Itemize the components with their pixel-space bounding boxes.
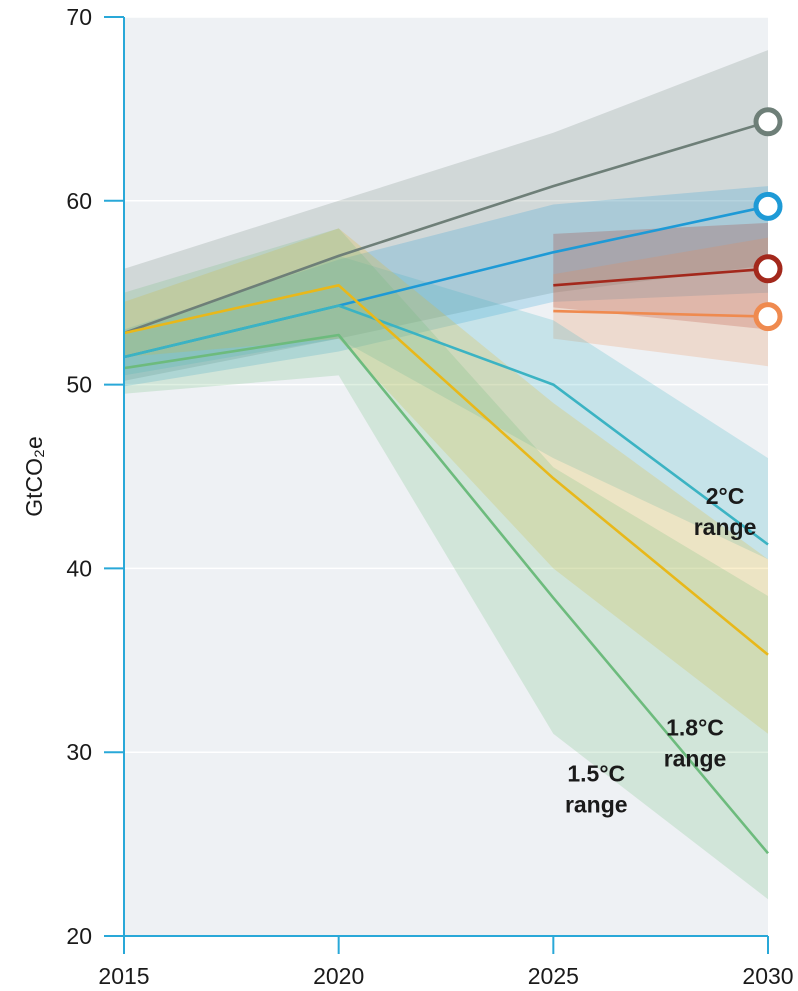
end-markers: [753, 107, 783, 332]
x-tick-label: 2020: [313, 963, 364, 989]
range-annotation-line: 1.8°C: [666, 715, 724, 741]
range-annotation-line: range: [694, 514, 757, 540]
range-annotation-line: 2°C: [706, 483, 745, 509]
range-annotation: 2°C range: [694, 483, 757, 540]
gridlines: [124, 16, 768, 753]
series-line-grey: [123, 120, 769, 335]
series-line-yellow: [123, 283, 769, 656]
end-marker-dark_red: [753, 254, 783, 284]
x-tick-label: 2030: [742, 963, 793, 989]
y-tick-label: 70: [66, 4, 92, 30]
series-line-green: [123, 333, 769, 855]
y-axis-title: GtCO₂e: [21, 436, 47, 517]
end-marker-grey: [753, 107, 783, 137]
range-annotation-line: range: [664, 746, 727, 772]
x-tick-label: 2015: [98, 963, 149, 989]
range-annotation: 1.8°C range: [664, 715, 727, 772]
series-lines: [123, 120, 769, 855]
range-annotation-line: 1.5°C: [567, 761, 625, 787]
plot-background: [124, 17, 768, 936]
x-tick-label: 2025: [528, 963, 579, 989]
range-band-blue: [124, 186, 768, 387]
range-band-teal: [124, 255, 768, 560]
axes: [104, 16, 769, 954]
range-band-yellow: [124, 228, 768, 734]
range-annotation: 1.5°C range: [565, 761, 628, 818]
end-marker-orange: [753, 302, 783, 332]
range-band-green: [124, 228, 768, 900]
end-marker-blue: [753, 191, 783, 221]
y-tick-label: 40: [66, 555, 92, 581]
series-line-orange: [553, 309, 769, 318]
series-line-teal: [123, 304, 769, 546]
y-tick-label: 20: [66, 923, 92, 949]
series-line-dark_red: [553, 267, 769, 287]
range-band-orange: [553, 237, 768, 367]
range-annotations: 2°C range 1.8°C range 1.5°C range: [565, 483, 756, 818]
y-tick-label: 30: [66, 739, 92, 765]
y-tick-label: 50: [66, 372, 92, 398]
y-tick-label: 60: [66, 188, 92, 214]
range-annotation-line: range: [565, 792, 628, 818]
